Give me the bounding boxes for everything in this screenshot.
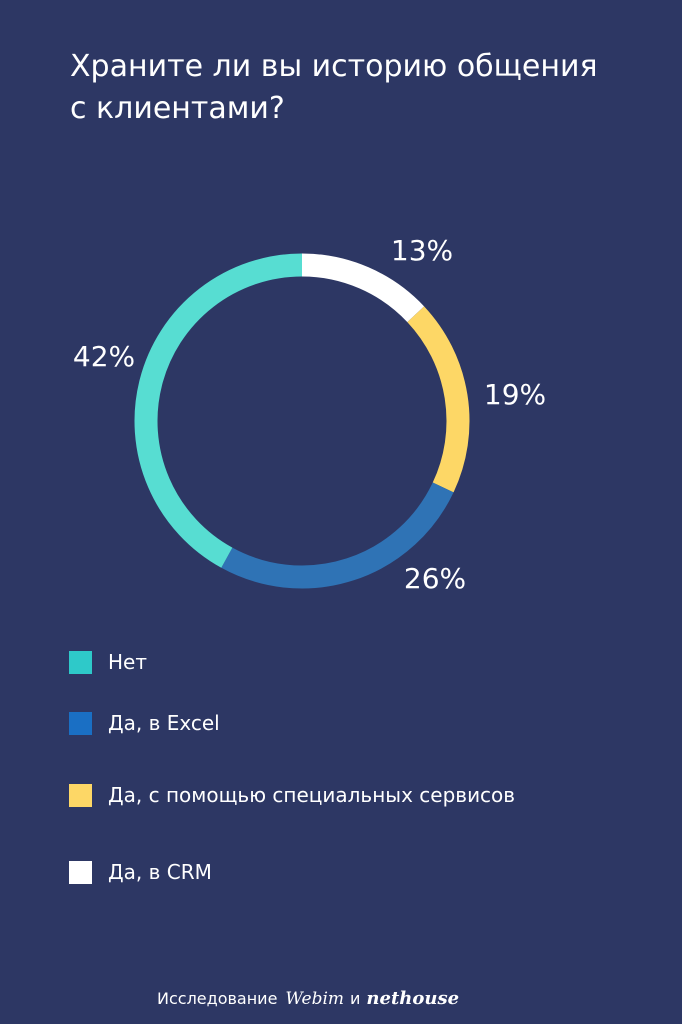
- webim-logo: Webim: [285, 989, 345, 1009]
- donut-slice-services: [407, 306, 470, 493]
- legend-item-crm: Да, в CRM: [69, 860, 212, 884]
- legend-swatch-excel: [69, 711, 92, 735]
- data-label-crm: 13%: [391, 234, 453, 267]
- donut-slice-net: [134, 253, 303, 568]
- legend-label-excel: Да, в Excel: [108, 711, 220, 735]
- nethouse-logo: nethouse: [366, 988, 460, 1009]
- legend-swatch-net: [69, 650, 92, 674]
- footer: Исследование Webim и nethouse: [157, 988, 459, 1009]
- data-label-services: 19%: [484, 378, 546, 411]
- chart-title: Храните ли вы историю общения с клиентам…: [70, 46, 650, 130]
- chart-title-line-1: Храните ли вы историю общения: [70, 49, 598, 84]
- legend-swatch-crm: [69, 860, 92, 884]
- data-label-net: 42%: [73, 340, 135, 373]
- donut-slice-crm: [301, 253, 425, 323]
- footer-conjunction: и: [350, 989, 361, 1008]
- legend-item-services: Да, с помощью специальных сервисов: [69, 783, 515, 807]
- data-label-excel: 26%: [404, 562, 466, 595]
- footer-prefix: Исследование: [157, 989, 278, 1008]
- legend-label-services: Да, с помощью специальных сервисов: [108, 783, 516, 807]
- legend-label-net: Нет: [108, 650, 147, 674]
- legend-item-excel: Да, в Excel: [69, 711, 220, 735]
- donut-chart: 13% 19% 26% 42%: [73, 234, 546, 595]
- chart-title-line-2: с клиентами?: [70, 91, 285, 126]
- legend-item-net: Нет: [69, 650, 147, 674]
- legend-label-crm: Да, в CRM: [108, 860, 212, 884]
- legend-swatch-services: [69, 783, 92, 807]
- donut-slice-excel: [221, 482, 454, 589]
